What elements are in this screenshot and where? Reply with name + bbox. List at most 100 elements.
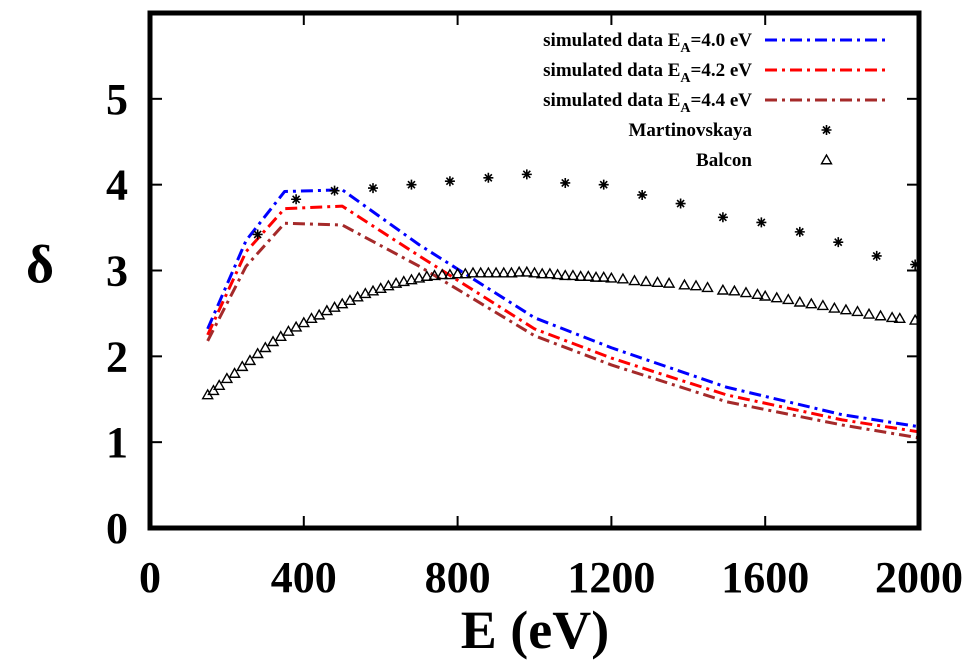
data-point (213, 379, 226, 390)
legend-item: Balcon (696, 150, 833, 171)
data-point (678, 278, 691, 290)
tick-labels: 0 400 800 1200 1600 2000 0 1 2 3 4 5 (106, 75, 963, 602)
x-tick-label: 400 (271, 553, 337, 602)
data-point (782, 293, 795, 305)
series-2 (206, 221, 920, 440)
data-point (451, 267, 464, 279)
data-point (329, 185, 340, 196)
data-point (474, 266, 487, 278)
plot-frame (147, 10, 922, 531)
data-point (412, 271, 426, 283)
data-point (397, 275, 410, 287)
data-point (828, 301, 841, 313)
series-line (206, 221, 920, 440)
series-line (206, 188, 920, 429)
legend-item: simulated data EA=4.0 eV (543, 30, 888, 56)
series-0 (206, 188, 920, 429)
data-point (359, 287, 372, 299)
data-point (543, 267, 557, 279)
data-point (406, 179, 417, 190)
data-point (874, 309, 887, 321)
data-point (582, 270, 595, 281)
series-4 (201, 265, 922, 400)
data-point (551, 268, 564, 280)
data-point (597, 270, 610, 282)
data-point (291, 194, 302, 205)
data-point (794, 226, 805, 237)
plot-content (201, 169, 922, 440)
data-point (833, 237, 844, 248)
data-point (368, 183, 379, 194)
data-point (851, 305, 864, 317)
data-point (770, 291, 783, 303)
data-point (489, 266, 503, 278)
data-point (689, 279, 703, 291)
data-point (459, 267, 472, 279)
data-point (220, 372, 234, 384)
legend: simulated data EA=4.0 eV simulated data E… (543, 30, 888, 171)
data-point (628, 274, 641, 286)
data-point (405, 273, 418, 285)
data-point (482, 266, 495, 278)
legend-label: simulated data EA=4.2 eV (543, 60, 752, 86)
data-point (443, 268, 457, 280)
data-point (862, 307, 876, 319)
x-tick-label: 800 (425, 553, 491, 602)
legend-label: simulated data EA=4.0 eV (543, 30, 752, 56)
data-point (662, 276, 676, 288)
data-point (252, 229, 263, 240)
legend-item: simulated data EA=4.4 eV (543, 90, 888, 116)
data-point (559, 269, 572, 281)
legend-item: simulated data EA=4.2 eV (543, 60, 888, 86)
data-point (428, 269, 441, 281)
data-point (483, 172, 494, 183)
legend-label: Martinovskaya (629, 120, 753, 141)
data-point (505, 266, 518, 278)
data-point (758, 289, 772, 301)
data-point (497, 266, 510, 278)
data-point (893, 312, 906, 324)
data-point (374, 282, 387, 293)
data-point (616, 272, 630, 284)
data-point (574, 270, 587, 281)
x-tick-label: 1600 (721, 553, 809, 602)
data-point (528, 266, 541, 278)
data-point (444, 176, 455, 187)
data-point (251, 347, 264, 359)
data-point (566, 269, 580, 281)
data-point (885, 311, 899, 323)
data-point (717, 212, 728, 223)
data-point (675, 198, 686, 209)
legend-swatch (820, 153, 833, 165)
x-tick-label: 2000 (875, 553, 963, 602)
data-point (228, 367, 241, 378)
series-3 (252, 169, 921, 270)
ticks (149, 13, 920, 529)
data-point (207, 384, 220, 396)
data-point (512, 265, 526, 277)
legend-swatch (821, 125, 832, 135)
data-point (266, 335, 280, 347)
data-point (598, 179, 609, 190)
data-point (805, 297, 818, 309)
data-point (382, 279, 395, 291)
data-point (589, 270, 603, 282)
data-point (793, 295, 807, 307)
data-point (756, 217, 767, 228)
data-point (728, 284, 741, 296)
data-point (816, 299, 830, 311)
data-point (871, 250, 882, 261)
data-point (535, 267, 549, 279)
data-point (716, 283, 730, 295)
legend-label: simulated data EA=4.4 eV (543, 90, 752, 116)
data-point (639, 275, 653, 287)
data-point (739, 286, 753, 298)
data-point (236, 360, 249, 372)
y-axis-title: δ (26, 234, 54, 294)
data-point (259, 341, 272, 353)
data-point (605, 271, 618, 283)
data-point (420, 270, 434, 281)
y-tick-label: 1 (106, 418, 128, 467)
legend-item: Martinovskaya (629, 120, 832, 141)
